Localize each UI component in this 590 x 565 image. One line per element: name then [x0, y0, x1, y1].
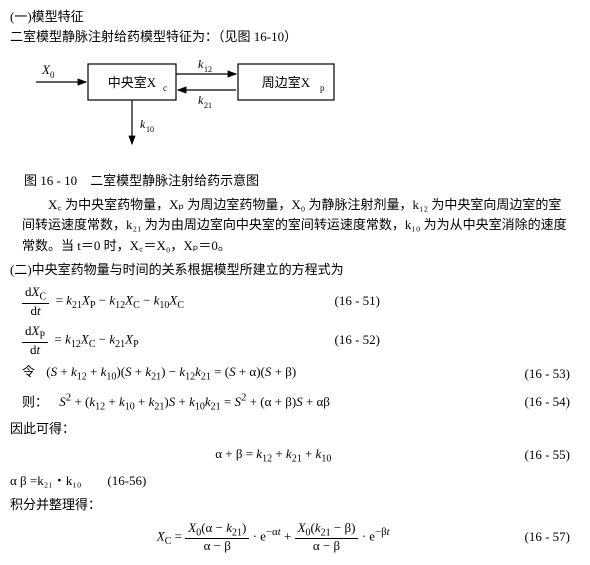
equation-16-52: dXPdt = k12XC − k21XP (16 - 52) [10, 324, 580, 357]
compartment-diagram: X 0 中央室X c 周边室X p k 12 k 21 k 10 [28, 54, 580, 164]
equation-16-57: XC = X0(α − k21)α − β · e−αt + X0(k21 − … [10, 521, 580, 554]
word-yinci: 因此可得： [10, 420, 580, 438]
section-1-heading: (一)模型特征 [10, 8, 580, 26]
svg-text:p: p [320, 83, 325, 93]
eqnum-55: (16 - 55) [525, 446, 581, 464]
eqnum-57: (16 - 57) [525, 528, 581, 546]
svg-text:12: 12 [204, 65, 212, 74]
eqnum-54: (16 - 54) [525, 393, 581, 411]
svg-text:10: 10 [146, 125, 154, 134]
svg-text:21: 21 [204, 101, 212, 110]
peripheral-compartment-label: 周边室X [262, 75, 311, 90]
svg-text:c: c [163, 83, 167, 93]
equation-16-53: 令 (S + k12 + k10)(S + k21) − k12k21 = (S… [10, 363, 580, 385]
explain-paragraph: X꜀ 为中央室药物量，Xₚ 为周边室药物量，X₀ 为静脉注射剂量，k₁₂ 为中央… [22, 195, 572, 257]
eqnum-53: (16 - 53) [525, 365, 581, 383]
equation-16-55: α + β = k12 + k21 + k10 (16 - 55) [10, 445, 580, 467]
center-compartment-label: 中央室X [108, 75, 157, 90]
section-2-heading: (二)中央室药物量与时间的关系根据模型所建立的方程式为 [10, 261, 580, 279]
eqnum-52: (16 - 52) [335, 331, 581, 349]
svg-text:0: 0 [50, 70, 55, 80]
equation-16-54: 则： S2 + (k12 + k10 + k21)S + k10k21 = S2… [10, 391, 580, 415]
equation-16-56: α β =k₂₁・k₁₀ (16-56) [10, 472, 580, 490]
word-ze: 则： [22, 394, 48, 409]
section-1-subheading: 二室模型静脉注射给药模型特征为：（见图 16-10） [10, 28, 580, 46]
equation-16-51: dXCdt = k21XP − k12XC − k10XC (16 - 51) [10, 285, 580, 318]
figure-caption: 图 16 - 10 二室模型静脉注射给药示意图 [24, 172, 580, 190]
diagram-svg: X 0 中央室X c 周边室X p k 12 k 21 k 10 [28, 54, 348, 164]
eqnum-51: (16 - 51) [335, 292, 581, 310]
word-ling: 令 [22, 364, 35, 379]
